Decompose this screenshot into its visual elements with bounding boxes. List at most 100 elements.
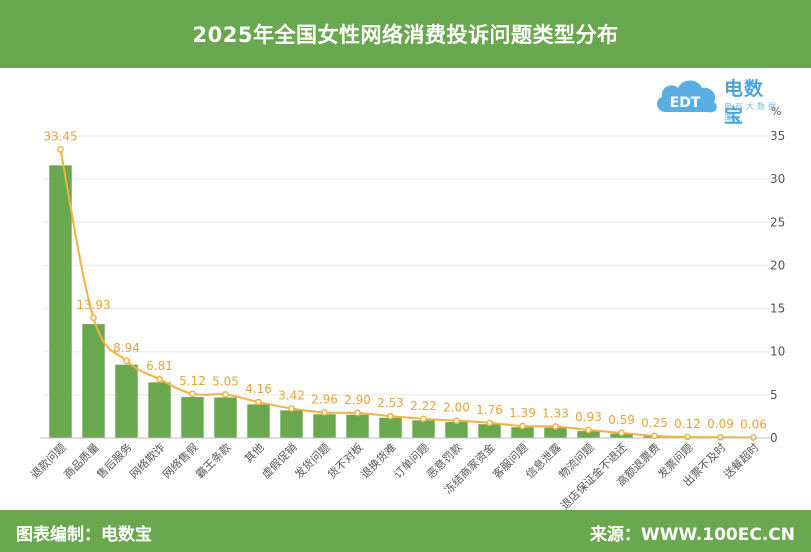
brand-logo: EDT 电数宝 电商大数据库 <box>652 72 782 127</box>
x-tick-label: 虚假促销 <box>259 440 300 481</box>
data-label: 0.06 <box>740 417 767 431</box>
data-label: 2.53 <box>377 396 404 410</box>
data-label: 2.00 <box>443 401 470 415</box>
data-label: 0.25 <box>641 416 668 430</box>
bar <box>412 420 435 438</box>
bar <box>346 414 369 438</box>
y-tick-label: 35 <box>770 129 785 143</box>
x-tick-label: 送餐超时 <box>721 440 762 481</box>
line-point <box>222 391 229 398</box>
chart-title: 2025年全国女性网络消费投诉问题类型分布 <box>192 23 619 47</box>
bar <box>82 324 105 438</box>
axes: 0 5 10 15 20 25 30 35% 退款问题商品质量售后服务网络欺诈网络售假霸王条款其… <box>28 105 786 510</box>
footer-credit: 图表编制：电数宝 <box>16 525 152 545</box>
line-point <box>585 426 592 434</box>
y-tick-label: 30 <box>770 172 785 186</box>
y-axis-unit: % <box>771 105 781 118</box>
line-point <box>453 417 460 425</box>
bar-series <box>49 165 765 438</box>
logo-text: 电数宝 <box>724 78 765 127</box>
data-label: 33.45 <box>43 129 77 143</box>
x-tick-label: 订单问题 <box>391 441 431 481</box>
data-label: 3.42 <box>278 388 305 402</box>
x-tick-label: 退款问题 <box>28 440 69 481</box>
line-point <box>486 419 493 427</box>
y-tick-label: 20 <box>770 258 785 272</box>
x-tick-label: 客服问题 <box>490 440 531 481</box>
logo-icon-text: EDT <box>670 95 701 111</box>
line-point <box>288 405 295 412</box>
x-tick-label: 其他 <box>242 441 267 466</box>
y-tick-label: 25 <box>770 215 785 229</box>
data-label: 5.05 <box>212 374 239 388</box>
line-point <box>387 412 394 420</box>
x-tick-label: 信息泄露 <box>523 440 564 481</box>
bar <box>49 165 72 438</box>
data-label: 0.59 <box>608 413 635 427</box>
bar <box>115 364 138 438</box>
x-tick-label: 霸王条款 <box>193 440 234 481</box>
line-point <box>354 409 361 417</box>
line-point <box>156 375 163 383</box>
x-tick-label: 商品质量 <box>61 440 102 481</box>
chart-area: 33.45 13.93 8.94 6.81 5.12 5.05 4.16 3.42 2.96 2.… <box>28 105 786 510</box>
bar <box>577 431 600 438</box>
line-point <box>618 429 625 437</box>
bar <box>247 404 270 438</box>
chart-footer: 图表编制：电数宝 来源：WWW.100EC.CN <box>0 510 811 552</box>
y-tick-label: 15 <box>770 302 785 316</box>
logo-subtext: 电商大数据库 <box>724 102 779 122</box>
data-label: 2.90 <box>344 393 371 407</box>
data-label: 5.12 <box>179 374 206 388</box>
line-point <box>90 314 97 322</box>
data-label: 2.22 <box>410 399 437 413</box>
data-label: 2.96 <box>311 392 338 406</box>
data-label: 1.33 <box>542 407 569 421</box>
chart-header: 2025年全国女性网络消费投诉问题类型分布 <box>0 0 811 68</box>
x-tick-label: 售后服务 <box>94 440 135 481</box>
line-point <box>750 434 757 441</box>
bar <box>379 417 402 438</box>
data-label: 0.12 <box>674 417 701 431</box>
line-point <box>420 415 427 423</box>
x-tick-label: 货不对板 <box>325 440 366 481</box>
bar <box>478 424 501 438</box>
data-label: 6.81 <box>146 359 173 373</box>
footer-source: 来源：WWW.100EC.CN <box>589 525 795 545</box>
bar <box>511 427 534 438</box>
line-point <box>123 357 130 365</box>
line-point <box>552 423 559 430</box>
grid-lines <box>44 135 770 396</box>
bar <box>148 382 171 438</box>
x-tick-label: 网络售假 <box>160 440 201 481</box>
bar <box>544 427 567 438</box>
bar <box>445 422 468 438</box>
data-label: 1.39 <box>509 406 536 420</box>
x-tick-label: 发货问题 <box>292 440 333 481</box>
line-point <box>57 146 64 153</box>
bar <box>280 410 303 438</box>
line-point <box>519 422 526 430</box>
line-point <box>717 433 724 441</box>
bar <box>181 397 204 438</box>
line-point <box>321 409 328 416</box>
data-label: 13.93 <box>76 298 110 312</box>
line-point <box>255 398 262 406</box>
cloud-logo-icon: EDT <box>657 80 717 113</box>
data-label: 0.09 <box>707 417 734 431</box>
x-tick-label: 网络欺诈 <box>127 440 168 481</box>
data-label: 4.16 <box>245 382 272 396</box>
line-point <box>684 433 691 441</box>
data-label: 8.94 <box>113 341 140 355</box>
y-tick-label: 10 <box>770 345 785 359</box>
y-tick-label: 0 <box>770 431 778 445</box>
line-series <box>57 146 757 441</box>
bar <box>313 414 336 438</box>
x-tick-label: 退换货难 <box>358 440 399 481</box>
data-label: 1.76 <box>476 403 503 417</box>
line-point <box>189 390 196 398</box>
y-tick-label: 5 <box>770 388 778 402</box>
bar <box>214 397 237 438</box>
data-label: 0.93 <box>575 410 602 424</box>
data-labels: 33.45 13.93 8.94 6.81 5.12 5.05 4.16 3.42 2.96 2.… <box>43 129 767 431</box>
